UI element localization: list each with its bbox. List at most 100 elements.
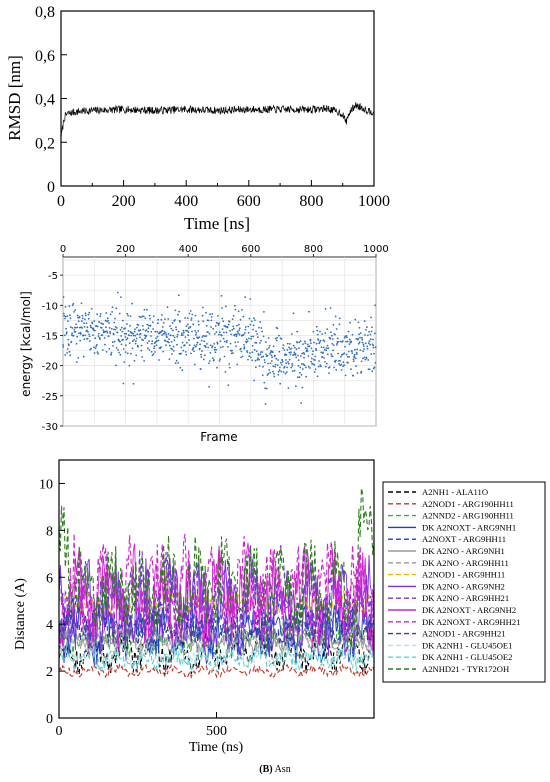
energy-point [169,334,172,337]
energy-y-tick-label: -20 [42,362,58,373]
energy-point [290,366,293,369]
energy-point [147,330,150,333]
distance-series-line [59,487,374,648]
energy-point [162,322,165,324]
energy-point [367,334,369,337]
rmsd-x-tick-label: 1000 [358,193,390,210]
energy-point [243,347,246,350]
energy-point [252,335,255,338]
energy-point [169,325,171,327]
distance-series-group [59,487,374,679]
energy-point [306,343,309,346]
energy-point [64,315,67,318]
energy-point [287,387,290,389]
energy-point [105,326,107,329]
energy-point [121,330,124,333]
energy-point [76,314,79,317]
energy-point [252,324,255,327]
energy-point [211,346,213,349]
energy-point [297,354,299,357]
energy-point [274,365,277,368]
energy-point [315,325,318,328]
energy-point [282,347,284,349]
energy-point [356,372,359,374]
energy-point [223,355,226,358]
energy-point [211,313,214,315]
energy-point [296,376,299,379]
energy-point [300,363,303,365]
energy-point [103,337,106,339]
energy-point [258,365,261,367]
energy-point [181,332,183,335]
energy-point [171,353,173,355]
energy-point [236,324,238,327]
energy-point [263,359,266,361]
legend-entry-label: DK A2NO - ARG9NH2 [422,581,505,591]
energy-point [145,334,148,337]
distance-series-line [59,663,374,679]
energy-point [254,359,257,362]
energy-point [164,332,167,334]
energy-point [210,316,213,318]
rmsd-y-tick-label: 0,6 [35,48,55,65]
energy-point [182,349,185,352]
energy-point [197,337,199,340]
energy-point [318,341,321,344]
energy-point [328,372,330,374]
energy-point [168,338,171,341]
energy-point [90,307,93,310]
energy-x-tick-label: 200 [116,244,135,255]
energy-point [106,317,109,320]
energy-point [80,302,83,305]
energy-y-tick-label: -10 [42,301,58,312]
energy-point [250,337,253,340]
energy-point [255,330,257,333]
energy-point [82,355,85,358]
energy-point [241,309,243,311]
energy-point [113,321,116,324]
energy-point [265,353,267,356]
energy-point [303,353,306,355]
distance-y-tick-label: 2 [46,665,53,680]
energy-point [225,331,228,334]
energy-x-tick-label: 400 [179,244,198,255]
energy-point [125,344,127,347]
energy-point [119,328,122,331]
energy-point [287,362,290,365]
energy-point [363,356,366,359]
energy-point [142,328,145,331]
rmsd-y-tick-label: 0,2 [35,135,55,152]
energy-point [73,329,76,331]
energy-point [126,312,129,315]
energy-point [222,345,224,348]
legend-entry-label: DK A2NOXT - ARG9NH2 [422,605,516,615]
energy-point [234,308,237,311]
energy-point [68,350,71,353]
energy-point [223,331,225,334]
energy-point [110,351,113,354]
distance-y-tick-label: 10 [39,477,53,492]
energy-point [369,343,371,346]
energy-point [99,315,102,318]
energy-point [210,319,213,322]
energy-point [358,341,361,344]
rmsd-x-tick-label: 0 [57,193,65,210]
energy-point [67,320,69,322]
energy-point [296,330,298,333]
energy-point [83,338,86,341]
energy-point [346,356,349,358]
energy-point [87,313,90,316]
energy-point [180,352,182,355]
energy-point [213,359,215,361]
energy-point [324,361,326,363]
energy-point [300,402,303,404]
energy-point [215,331,218,333]
energy-y-tick-label: -5 [48,271,58,282]
energy-point [62,296,65,298]
energy-point [62,344,64,346]
energy-point [147,324,150,327]
rmsd-y-tick-label: 0 [47,179,55,196]
energy-point [107,319,109,322]
energy-point [336,342,339,345]
energy-point [297,365,300,367]
